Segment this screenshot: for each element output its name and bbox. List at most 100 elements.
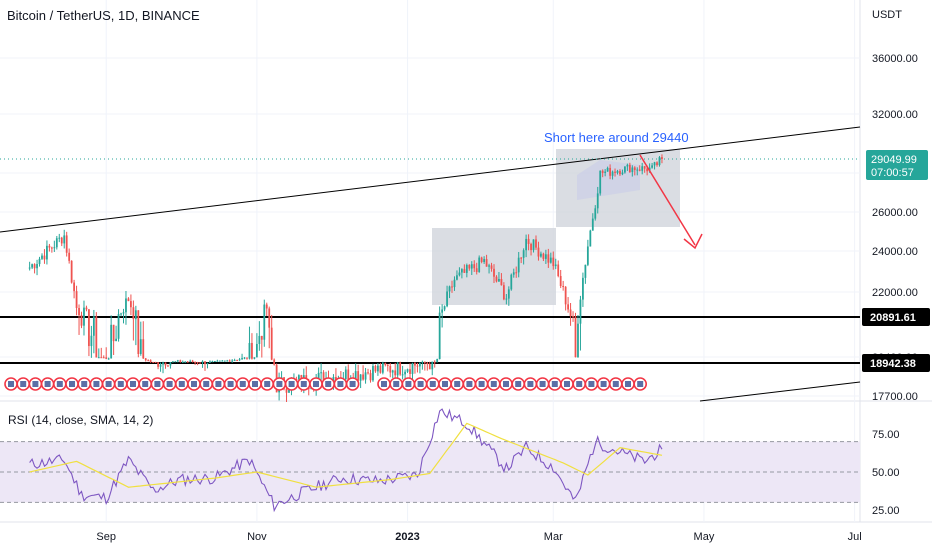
candle-body [510, 274, 513, 290]
candle-body [255, 343, 258, 358]
candle-body [507, 289, 510, 299]
event-marker-flag-icon [252, 381, 258, 387]
candle-body [55, 238, 58, 248]
candle-body [80, 315, 83, 326]
candle-body [391, 370, 394, 373]
candle-body [596, 193, 599, 209]
lower-trendline [699, 381, 861, 402]
candle-body [554, 264, 557, 267]
candle-body [502, 285, 505, 300]
candle-body [411, 362, 414, 374]
event-marker-flag-icon [349, 381, 356, 387]
candle-body [433, 361, 436, 363]
event-marker-flag-icon [576, 381, 583, 387]
candle-body [604, 171, 607, 173]
candle-body [48, 245, 51, 248]
level-badge-value-1: 20891.61 [870, 312, 916, 324]
candle-body [441, 309, 444, 313]
event-marker-flag-icon [203, 381, 210, 387]
candle-body [409, 369, 411, 374]
candle-body [152, 361, 155, 363]
candle-body [100, 357, 103, 359]
candle-body [320, 372, 322, 374]
candle-body [317, 372, 320, 379]
candle-body [362, 374, 364, 380]
candle-body [525, 238, 528, 251]
candle-body [577, 323, 579, 358]
candle-body [248, 342, 251, 359]
candle-body [465, 264, 468, 273]
event-marker-flag-icon [227, 381, 234, 387]
candle-body [626, 164, 629, 167]
candle-body [515, 272, 518, 274]
candle-body [379, 365, 382, 373]
candle-body [204, 361, 206, 365]
event-marker-flag-icon [429, 381, 436, 387]
candle-body [238, 359, 241, 361]
time-axis: Sep Nov 2023 Mar May Jul [96, 531, 861, 543]
rsi-tick-label: 50.00 [872, 467, 900, 479]
candle-body [172, 361, 174, 363]
rsi-tick-label: 75.00 [872, 429, 900, 441]
candle-body [478, 257, 481, 272]
candle-body [552, 257, 555, 267]
candle-body [483, 259, 486, 262]
candle-body [73, 282, 75, 292]
candle-body [144, 358, 147, 361]
candle-body [643, 166, 646, 169]
candle-body [189, 360, 192, 362]
candle-body [544, 254, 547, 259]
candle-body [495, 276, 498, 282]
event-marker-flag-icon [551, 381, 558, 387]
candle-body [416, 365, 419, 367]
candle-body [490, 265, 493, 269]
event-marker-flag-icon [442, 381, 448, 387]
rsi-plot [0, 408, 860, 513]
candle-body [216, 360, 219, 362]
time-tick-label: Jul [848, 531, 862, 543]
level-badge-1 [862, 308, 930, 326]
candle-body [537, 247, 540, 257]
candle-body [115, 338, 117, 342]
candle-body [105, 357, 108, 359]
candle-body [258, 335, 261, 344]
candle-body [174, 361, 177, 363]
candle-body [263, 304, 266, 340]
candle-body [213, 361, 216, 363]
candle-body [394, 370, 397, 376]
event-marker-flag-icon [478, 381, 485, 387]
candle-body [50, 247, 53, 249]
candle-body [611, 171, 614, 176]
event-marker-flag-icon [637, 381, 644, 387]
rsi-ma-line [29, 422, 663, 488]
candle-body [549, 257, 552, 263]
candle-body [169, 362, 172, 366]
candle-body [636, 169, 639, 171]
event-marker-flag-icon [490, 381, 497, 387]
candle-body [223, 360, 226, 362]
candle-body [401, 374, 404, 376]
event-marker-flag-icon [215, 381, 222, 387]
candle-body [273, 359, 276, 365]
last-price-badge [866, 150, 928, 180]
candle-body [609, 167, 611, 176]
event-marker-flag-icon [69, 381, 75, 387]
candle-body [209, 361, 211, 363]
candle-body [228, 360, 231, 362]
event-marker-flag-icon [105, 381, 112, 387]
candle-body [480, 257, 483, 262]
candle-body [426, 362, 429, 365]
candle-body [120, 313, 122, 315]
candle-body [448, 286, 451, 292]
candle-body [159, 364, 162, 367]
candle-body [130, 301, 132, 308]
candle-body [260, 335, 263, 340]
event-marker-flag-icon [130, 381, 136, 387]
candle-body [147, 360, 150, 362]
event-marker-flag-icon [527, 381, 534, 387]
event-marker-flag-icon [466, 381, 473, 387]
candle-body [386, 364, 389, 366]
candle-body [505, 298, 508, 300]
event-marker-flag-icon [393, 381, 400, 387]
